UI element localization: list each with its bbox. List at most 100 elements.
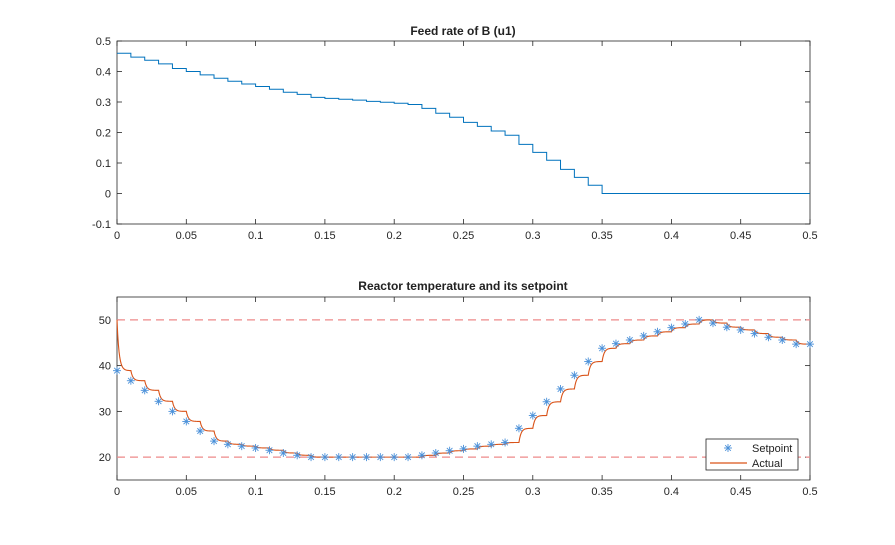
asterisk-stroke	[252, 444, 259, 452]
asterisk-stroke	[335, 454, 342, 461]
asterisk-stroke	[377, 454, 384, 461]
temp-y-tick-label: 50	[99, 315, 111, 327]
temp-x-tick-label: 0.2	[387, 486, 402, 498]
setpoint-marker	[417, 451, 426, 460]
asterisk-stroke	[724, 444, 732, 452]
asterisk-stroke	[474, 443, 481, 450]
u1-y-tick-label: 0.5	[96, 36, 111, 48]
asterisk-stroke	[363, 454, 370, 461]
u1-y-tick-label: 0.4	[96, 67, 111, 79]
asterisk-stroke	[640, 332, 647, 340]
asterisk-stroke	[515, 425, 523, 432]
setpoint-marker	[722, 323, 731, 332]
asterisk-stroke	[529, 412, 536, 419]
temp-x-tick-label: 0	[114, 486, 120, 498]
setpoint-marker	[196, 427, 205, 436]
asterisk-stroke	[432, 449, 439, 457]
u1-y-tick-label: 0.2	[96, 128, 111, 140]
asterisk-stroke	[723, 324, 730, 331]
setpoint-marker	[210, 437, 219, 446]
setpoint-marker	[750, 329, 759, 338]
temp-y-tick-label: 20	[99, 452, 111, 464]
setpoint-marker	[681, 319, 690, 328]
u1-x-tick-label: 0.1	[248, 230, 263, 242]
asterisk-stroke	[612, 340, 620, 347]
setpoint-marker	[223, 440, 232, 449]
setpoint-marker	[307, 453, 316, 462]
u1-x-tick-label: 0.35	[591, 230, 612, 242]
asterisk-stroke	[266, 447, 273, 454]
feed-rate-title: Feed rate of B (u1)	[410, 24, 515, 38]
asterisk-stroke	[543, 398, 550, 405]
asterisk-stroke	[779, 336, 786, 344]
setpoint-marker	[501, 438, 510, 447]
asterisk-stroke	[404, 454, 412, 461]
setpoint-marker	[653, 327, 662, 336]
asterisk-stroke	[585, 358, 592, 365]
asterisk-stroke	[210, 437, 218, 445]
asterisk-stroke	[765, 334, 772, 341]
temp-x-tick-label: 0.5	[802, 486, 817, 498]
legend-setpoint-label: Setpoint	[752, 443, 792, 455]
setpoint-marker	[556, 384, 565, 393]
setpoint-marker	[584, 357, 593, 366]
legend-actual-label: Actual	[752, 458, 783, 470]
asterisk-stroke	[280, 449, 287, 457]
legend: Setpoint Actual	[705, 438, 799, 471]
temp-x-tick-label: 0.35	[591, 486, 612, 498]
setpoint-marker	[348, 453, 357, 462]
temp-y-tick-label: 40	[99, 361, 111, 373]
asterisk-stroke	[501, 439, 509, 446]
temp-x-tick-label: 0.45	[730, 486, 751, 498]
setpoint-marker	[445, 446, 454, 455]
setpoint-marker	[695, 315, 704, 324]
asterisk-stroke	[793, 341, 800, 348]
u1-x-tick-label: 0	[114, 230, 120, 242]
setpoint-marker	[237, 442, 246, 451]
u1-x-tick-label: 0.45	[730, 230, 751, 242]
temp-y-tick-label: 30	[99, 406, 111, 418]
asterisk-stroke	[321, 454, 329, 461]
setpoint-marker	[667, 323, 676, 332]
asterisk-stroke	[460, 445, 467, 453]
setpoint-marker	[459, 444, 468, 453]
setpoint-marker	[764, 333, 773, 342]
legend-box	[705, 438, 799, 471]
u1-y-tick-label: 0.1	[96, 158, 111, 170]
setpoint-marker	[334, 453, 343, 462]
setpoint-marker	[320, 453, 329, 462]
temp-x-tick-label: 0.3	[525, 486, 540, 498]
setpoint-marker	[390, 453, 399, 462]
asterisk-stroke	[183, 418, 190, 425]
temp-x-tick-label: 0.15	[314, 486, 335, 498]
asterisk-stroke	[391, 454, 398, 461]
asterisk-stroke	[737, 326, 744, 334]
asterisk-stroke	[197, 427, 204, 435]
setpoint-marker	[792, 340, 801, 349]
asterisk-stroke	[709, 319, 717, 327]
setpoint-marker	[362, 453, 371, 462]
asterisk-stroke	[751, 330, 758, 337]
setpoint-marker	[140, 386, 149, 395]
asterisk-stroke	[127, 377, 134, 384]
asterisk-stroke	[155, 398, 162, 405]
asterisk-stroke	[557, 385, 564, 393]
asterisk-stroke	[446, 447, 453, 454]
feed-rate-axes: Feed rate of B (u1) 0 0.05 0.1 0.15 0.2 0.25 0…	[92, 24, 818, 242]
setpoint-marker	[251, 443, 260, 452]
setpoint-marker	[514, 424, 523, 433]
temperature-axes: Reactor temperature and its setpoint 0 0.…	[99, 279, 818, 498]
legend-setpoint-marker	[724, 444, 732, 452]
setpoint-marker	[611, 339, 620, 348]
u1-y-tick-label: -0.1	[92, 219, 111, 231]
setpoint-marker	[113, 366, 121, 375]
asterisk-stroke	[294, 452, 301, 459]
u1-y-tick-label: 0	[105, 189, 111, 201]
temp-x-tick-label: 0.4	[664, 486, 679, 498]
setpoint-marker	[279, 449, 288, 458]
setpoint-marker	[487, 440, 496, 449]
u1-x-tick-label: 0.4	[664, 230, 679, 242]
setpoint-marker	[376, 453, 385, 462]
setpoint-marker	[473, 442, 482, 451]
u1-x-tick-label: 0.5	[802, 230, 817, 242]
